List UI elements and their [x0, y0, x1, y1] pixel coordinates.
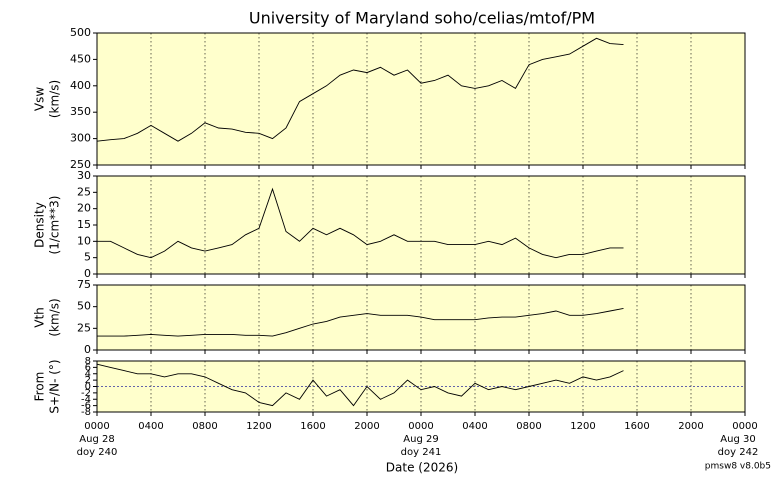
y-tick-label: 300 — [70, 132, 91, 145]
x-tick-label: 1600 — [300, 421, 325, 432]
x-day-label: Aug 28 — [79, 434, 114, 445]
y-tick-label: 75 — [77, 278, 91, 291]
y-tick-label: 2 — [85, 375, 91, 386]
y-tick-label: 20 — [77, 202, 91, 215]
y-tick-label: 8 — [85, 356, 91, 367]
x-tick-label: 0800 — [192, 421, 217, 432]
x-day-label: Aug 29 — [403, 434, 438, 445]
y-tick-label: 10 — [77, 234, 91, 247]
y-axis-label: Density — [33, 202, 47, 248]
y-axis-label: (km/s) — [48, 298, 62, 336]
x-tick-label: 2000 — [678, 421, 703, 432]
data-line — [97, 307, 624, 337]
y-tick-label: 30 — [77, 169, 91, 182]
data-line — [96, 363, 624, 407]
x-day-label: Aug 30 — [720, 434, 755, 445]
y-tick-label: 0 — [84, 267, 91, 280]
x-tick-label: 1600 — [624, 421, 649, 432]
y-tick-label: 0 — [85, 382, 91, 393]
x-day-label: doy 241 — [401, 447, 442, 458]
plot-frame — [96, 360, 746, 413]
x-tick-label: 0400 — [138, 421, 163, 432]
x-tick-label: 0000 — [732, 421, 757, 432]
y-tick-label: 15 — [77, 218, 91, 231]
y-tick-label: -2 — [81, 388, 91, 399]
x-tick-label: 0000 — [408, 421, 433, 432]
x-tick-label: 1200 — [246, 421, 271, 432]
y-tick-label: 400 — [70, 79, 91, 92]
y-axis-label: (km/s) — [48, 80, 62, 118]
y-tick-label: 50 — [77, 300, 91, 313]
y-tick-label: 25 — [77, 321, 91, 334]
y-axis-label: Vsw — [33, 87, 47, 111]
y-tick-label: 500 — [70, 26, 91, 39]
x-tick-label: 2000 — [354, 421, 379, 432]
x-tick-label: 0800 — [516, 421, 541, 432]
y-tick-label: -8 — [81, 407, 91, 418]
plot-area — [97, 33, 745, 165]
y-tick-label: 4 — [85, 369, 91, 380]
y-tick-label: -6 — [81, 401, 91, 412]
x-day-label: doy 240 — [77, 447, 118, 458]
version-note: pmsw8 v8.0b5 — [705, 462, 771, 472]
x-day-label: doy 242 — [718, 447, 759, 458]
chart-title: University of Maryland soho/celias/mtof/… — [249, 9, 595, 28]
y-tick-label: 250 — [70, 158, 91, 171]
data-line — [97, 187, 624, 259]
y-axis-label: Vth — [33, 307, 47, 328]
x-tick-label: 1200 — [570, 421, 595, 432]
data-line — [96, 37, 624, 142]
y-tick-label: 450 — [70, 52, 91, 65]
y-tick-label: 0 — [84, 343, 91, 356]
plot-frame — [96, 284, 746, 351]
y-tick-label: -4 — [81, 394, 91, 405]
x-tick-label: 0400 — [462, 421, 487, 432]
plot-frame — [96, 175, 746, 275]
y-axis-label: S+/N- (°) — [48, 359, 62, 413]
plot-frame — [96, 32, 746, 166]
y-axis-label: From — [33, 372, 47, 402]
y-tick-label: 5 — [84, 251, 91, 264]
y-tick-label: 25 — [77, 185, 91, 198]
y-tick-label: 350 — [70, 105, 91, 118]
y-axis-label: (1/cm**3) — [48, 196, 62, 255]
y-tick-label: 6 — [85, 362, 91, 373]
x-tick-label: 0000 — [84, 421, 109, 432]
x-axis-label: Date (2026) — [386, 461, 458, 475]
